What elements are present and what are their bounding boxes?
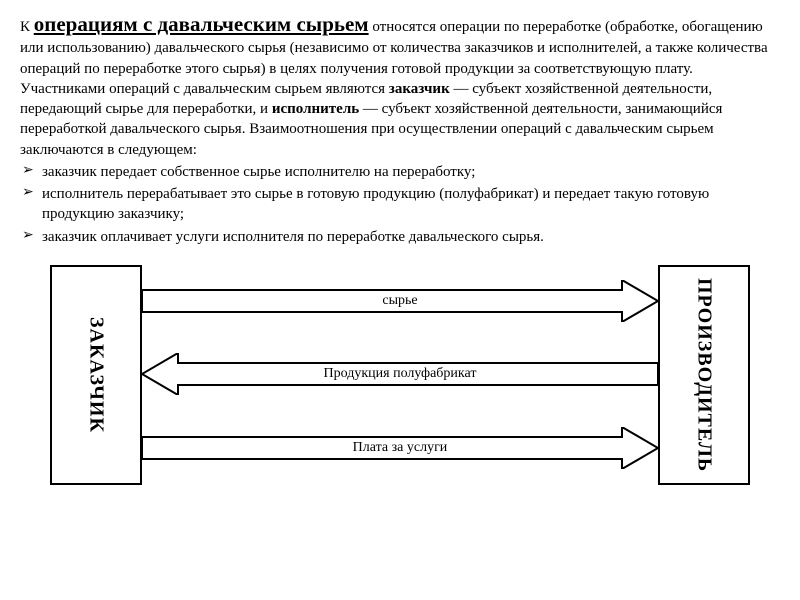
customer-box-label: ЗАКАЗЧИК: [85, 317, 108, 433]
bullet-list: заказчик передает собственное сырье испо…: [20, 162, 780, 247]
para-prefix: К: [20, 19, 34, 35]
list-item: заказчик оплачивает услуги исполнителя п…: [20, 227, 780, 247]
arrow-product: Продукция полуфабрикат: [142, 353, 658, 395]
customer-box: ЗАКАЗЧИК: [50, 265, 142, 485]
para-bold-performer: исполнитель: [272, 101, 359, 117]
arrow-left-icon: [142, 353, 658, 395]
arrow-payment: Плата за услуги: [142, 427, 658, 469]
arrow-right-icon: [142, 427, 658, 469]
list-item: исполнитель перерабатывает это сырье в г…: [20, 184, 780, 225]
producer-box: ПРОИЗВОДИТЕЛЬ: [658, 265, 750, 485]
arrow-right-icon: [142, 280, 658, 322]
main-paragraph: К операциям с давальческим сырьем относя…: [20, 10, 780, 160]
flow-diagram: ЗАКАЗЧИК ПРОИЗВОДИТЕЛЬ сырье Продукция п…: [50, 265, 750, 490]
producer-box-label: ПРОИЗВОДИТЕЛЬ: [693, 278, 716, 472]
list-item: заказчик передает собственное сырье испо…: [20, 162, 780, 182]
para-bold-customer: заказчик: [389, 81, 450, 97]
para-headline: операциям с давальческим сырьем: [34, 12, 369, 36]
arrow-raw-material: сырье: [142, 280, 658, 322]
